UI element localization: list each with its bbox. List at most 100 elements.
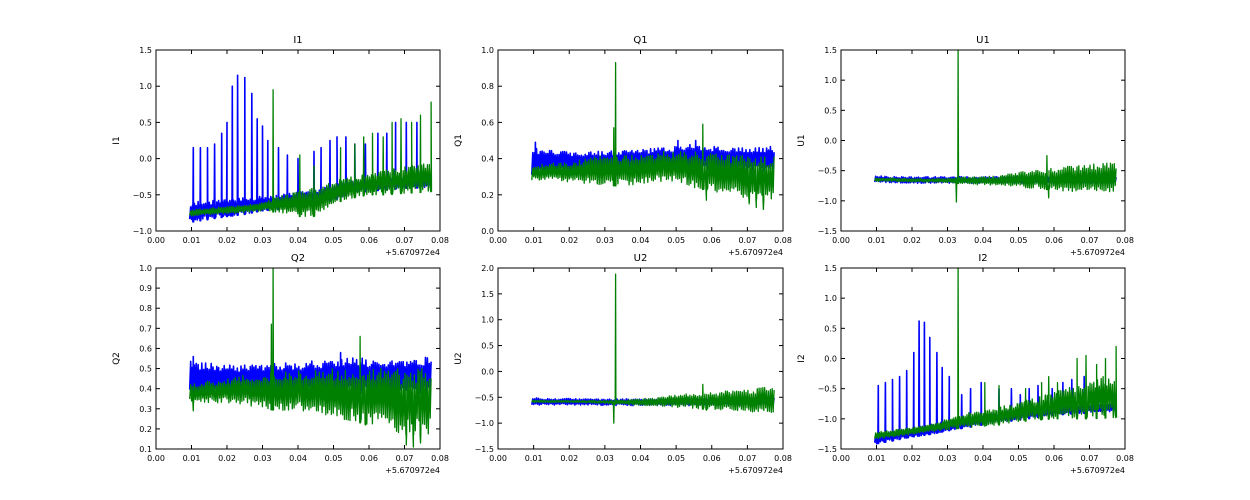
x-tick-label: 0.07 (738, 236, 756, 245)
x-offset-label: +5.670972e4 (385, 466, 440, 475)
y-tick-label: 0.4 (139, 385, 152, 394)
y-tick-label: 1.0 (139, 82, 152, 91)
x-tick-label: 0.05 (667, 236, 685, 245)
series-line-green (874, 50, 1117, 203)
y-tick-label: 0.8 (139, 304, 152, 313)
x-tick-label: 0.00 (832, 236, 850, 245)
x-offset-label: +5.670972e4 (385, 248, 440, 257)
x-tick-label: 0.08 (431, 454, 449, 463)
x-tick-label: 0.01 (868, 454, 886, 463)
subplot-title: U2 (634, 253, 648, 264)
plot-area (188, 268, 432, 448)
plot-area (531, 62, 775, 210)
subplot-title: U1 (976, 35, 990, 46)
subplot-title: Q2 (291, 253, 305, 264)
y-tick-label: −1.5 (818, 227, 837, 236)
x-tick-label: 0.06 (360, 454, 378, 463)
x-tick-label: 0.05 (1010, 236, 1028, 245)
y-tick-label: 1.5 (481, 290, 494, 299)
y-tick-label: 1.5 (824, 264, 837, 273)
y-axis-label: I1 (112, 136, 122, 144)
y-tick-label: 2.0 (481, 264, 494, 273)
subplot-i2: 0.00 0.01 0.02 0.03 0.04 0.05 0.06 0.07 0.08 −1.5… (797, 253, 1134, 475)
y-tick-label: −0.5 (818, 167, 837, 176)
plot-area (188, 74, 433, 223)
y-tick-label: 0.4 (481, 155, 494, 164)
y-tick-label: −1.5 (475, 445, 494, 454)
x-tick-label: 0.06 (703, 236, 721, 245)
x-tick-label: 0.00 (832, 454, 850, 463)
y-tick-label: 1.0 (481, 316, 494, 325)
y-tick-label: 0.5 (824, 106, 837, 115)
series-line-green (531, 273, 775, 424)
x-tick-label: 0.06 (360, 236, 378, 245)
y-tick-label: 1.0 (481, 46, 494, 55)
x-tick-label: 0.06 (1045, 454, 1063, 463)
x-tick-label: 0.02 (560, 454, 578, 463)
series-line-green (189, 268, 432, 448)
x-tick-label: 0.03 (254, 236, 272, 245)
y-tick-label: 0.1 (139, 445, 152, 454)
subplot-u1: 0.00 0.01 0.02 0.03 0.04 0.05 0.06 0.07 0.08 −1.5… (797, 35, 1134, 257)
x-tick-label: 0.07 (738, 454, 756, 463)
axes-frame (497, 267, 784, 450)
y-tick-label: 0.3 (139, 405, 152, 414)
y-tick-label: 0.0 (824, 137, 837, 146)
series-line-green (874, 268, 1118, 440)
x-tick-label: 0.04 (289, 454, 307, 463)
series-line-blue (188, 351, 432, 398)
y-tick-label: 0.9 (139, 284, 152, 293)
x-tick-label: 0.05 (667, 454, 685, 463)
x-tick-label: 0.04 (632, 454, 650, 463)
y-tick-label: −1.0 (818, 415, 837, 424)
x-tick-label: 0.07 (1081, 454, 1099, 463)
x-tick-label: 0.06 (1045, 236, 1063, 245)
y-tick-label: 0.5 (824, 324, 837, 333)
x-tick-label: 0.00 (489, 454, 507, 463)
y-tick-label: 0.0 (481, 367, 494, 376)
subplot-title: I2 (978, 253, 987, 264)
x-tick-label: 0.07 (396, 236, 414, 245)
x-tick-label: 0.04 (974, 236, 992, 245)
x-tick-label: 0.05 (325, 454, 343, 463)
y-tick-label: −1.5 (818, 445, 837, 454)
x-tick-label: 0.03 (596, 236, 614, 245)
y-tick-label: 0.6 (481, 118, 494, 127)
y-tick-label: −1.0 (818, 197, 837, 206)
x-tick-label: 0.00 (147, 236, 165, 245)
y-tick-label: −1.0 (133, 227, 152, 236)
y-tick-label: 0.7 (139, 324, 152, 333)
x-tick-label: 0.01 (525, 454, 543, 463)
x-tick-label: 0.02 (903, 454, 921, 463)
y-tick-label: 0.8 (481, 82, 494, 91)
y-tick-label: 0.2 (139, 425, 152, 434)
y-tick-label: −0.5 (818, 385, 837, 394)
x-tick-label: 0.04 (974, 454, 992, 463)
series-line-green (189, 89, 433, 218)
x-tick-label: 0.00 (147, 454, 165, 463)
x-tick-label: 0.01 (183, 236, 201, 245)
y-axis-label: U1 (797, 134, 807, 146)
subplot-title: I1 (293, 35, 302, 46)
x-tick-label: 0.01 (525, 236, 543, 245)
axes-frame (840, 49, 1126, 232)
y-tick-label: 0.0 (824, 355, 837, 364)
x-tick-label: 0.04 (289, 236, 307, 245)
x-tick-label: 0.08 (774, 236, 792, 245)
subplot-i1: 0.00 0.01 0.02 0.03 0.04 0.05 0.06 0.07 0.08 −1.0… (112, 35, 449, 257)
x-tick-label: 0.01 (868, 236, 886, 245)
x-tick-label: 0.03 (254, 454, 272, 463)
y-tick-label: −0.5 (475, 393, 494, 402)
axes-frame (497, 49, 784, 232)
x-tick-label: 0.07 (1081, 236, 1099, 245)
x-tick-label: 0.04 (632, 236, 650, 245)
y-tick-label: −0.5 (133, 191, 152, 200)
plot-area (873, 50, 1117, 203)
x-tick-label: 0.07 (396, 454, 414, 463)
x-offset-label: +5.670972e4 (1070, 248, 1125, 257)
x-tick-label: 0.02 (560, 236, 578, 245)
subplot-u2: 0.00 0.01 0.02 0.03 0.04 0.05 0.06 0.07 0.08 −1.5… (454, 253, 792, 475)
y-tick-label: 1.5 (139, 46, 152, 55)
y-tick-label: 1.0 (824, 294, 837, 303)
y-tick-label: 1.0 (824, 76, 837, 85)
